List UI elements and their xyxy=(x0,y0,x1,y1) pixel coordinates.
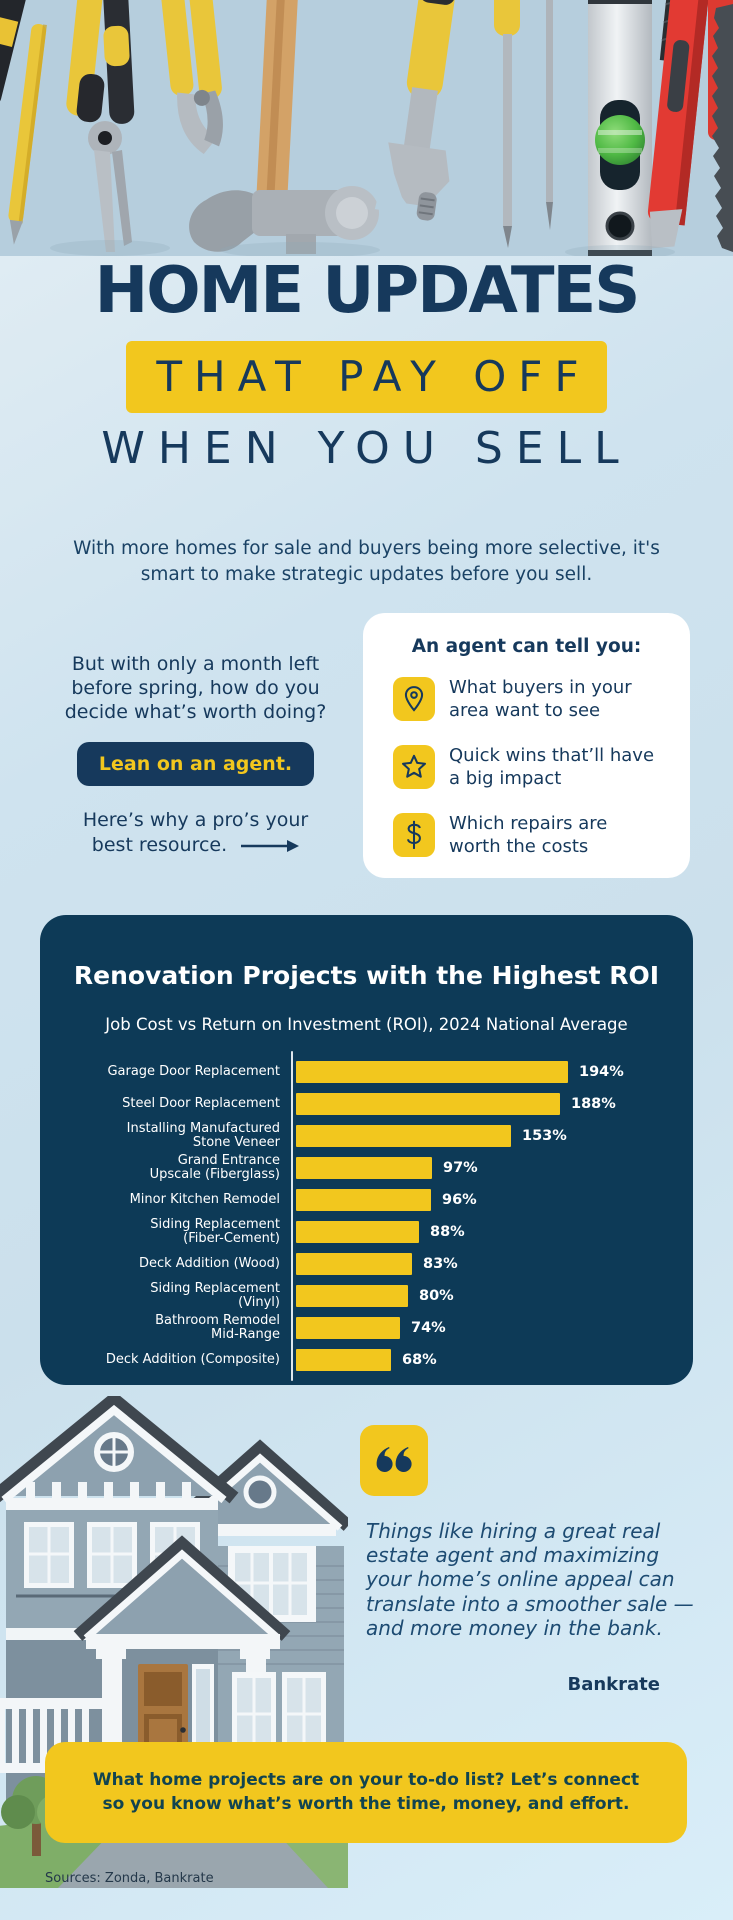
chart-row: Grand Entrance Upscale (Fiberglass) 97% xyxy=(40,1152,693,1184)
level-icon xyxy=(588,0,652,268)
chart-bar xyxy=(296,1093,560,1116)
cutters-icon xyxy=(161,0,223,155)
chart-category-label: Bathroom Remodel Mid-Range xyxy=(155,1312,280,1343)
screwdriver-thin-icon xyxy=(546,0,553,230)
saw-icon xyxy=(708,0,733,252)
chart-category-label: Siding Replacement (Fiber-Cement) xyxy=(150,1216,280,1247)
chart-value-label: 68% xyxy=(402,1352,437,1369)
dollar-icon xyxy=(393,813,435,857)
tools-photo-illustration xyxy=(0,0,733,268)
chart-value-label: 194% xyxy=(579,1064,624,1081)
page-title-highlight: THAT PAY OFF xyxy=(126,341,607,414)
wrench-icon xyxy=(374,0,457,221)
awl-icon xyxy=(8,23,47,245)
chart-bar xyxy=(296,1253,412,1276)
chart-bar xyxy=(296,1189,431,1212)
tools-photo xyxy=(0,0,733,268)
utility-knife-left-icon xyxy=(0,0,27,105)
page-subtitle: WHEN YOU SELL xyxy=(101,423,632,475)
chart-bar xyxy=(296,1317,400,1340)
agent-question: But with only a month left before spring… xyxy=(64,653,327,724)
agent-card-item-text: Which repairs are worth the costs xyxy=(449,812,608,857)
chart-value-label: 188% xyxy=(571,1096,616,1113)
house-illustration xyxy=(0,1390,402,1906)
chart-category-label: Garage Door Replacement xyxy=(107,1064,280,1080)
chart-bar xyxy=(296,1349,391,1372)
agent-question-column: But with only a month left before spring… xyxy=(40,613,351,878)
chart-bar xyxy=(296,1061,568,1084)
chart-row: Siding Replacement (Fiber-Cement) 88% xyxy=(40,1216,693,1248)
chart-row: Bathroom Remodel Mid-Range 74% xyxy=(40,1312,693,1344)
chart-category-label: Siding Replacement (Vinyl) xyxy=(150,1280,280,1311)
chart-bar xyxy=(296,1125,511,1148)
chart-row: Steel Door Replacement 188% xyxy=(40,1088,693,1120)
quote-text: Things like hiring a great real estate a… xyxy=(366,1519,694,1640)
list-item: Which repairs are worth the costs xyxy=(393,812,660,859)
cta-text-line2: so you know what’s worth the time, money… xyxy=(102,1793,630,1814)
chart-value-label: 80% xyxy=(419,1288,454,1305)
chart-value-label: 96% xyxy=(442,1192,477,1209)
chart-row: Minor Kitchen Remodel 96% xyxy=(40,1184,693,1216)
quote-icon xyxy=(360,1425,428,1496)
chart-value-label: 88% xyxy=(430,1224,465,1241)
cta-banner: What home projects are on your to-do lis… xyxy=(45,1742,687,1843)
agent-card-item-text: What buyers in your area want to see xyxy=(449,677,632,722)
page-title: HOME UPDATES xyxy=(94,254,641,328)
chart-title: Renovation Projects with the Highest ROI xyxy=(73,961,660,990)
chart-row: Installing Manufactured Stone Veneer 153% xyxy=(40,1120,693,1152)
chart-value-label: 97% xyxy=(443,1160,478,1177)
list-item: What buyers in your area want to see xyxy=(393,676,660,723)
quote-attribution: Bankrate xyxy=(567,1674,661,1695)
chart-category-label: Minor Kitchen Remodel xyxy=(129,1192,280,1208)
right-arrow-icon xyxy=(241,839,300,852)
intro-text: With more homes for sale and buyers bein… xyxy=(73,538,660,585)
chart-row: Deck Addition (Wood) 83% xyxy=(40,1248,693,1280)
chart-bar xyxy=(296,1285,408,1308)
sources-text: Sources: Zonda, Bankrate xyxy=(45,1871,214,1886)
chart-value-label: 74% xyxy=(411,1320,446,1337)
chart-row: Deck Addition (Composite) 68% xyxy=(40,1344,693,1376)
agent-card-title: An agent can tell you: xyxy=(411,636,642,657)
lean-on-agent-button[interactable]: Lean on an agent. xyxy=(76,742,315,787)
roi-chart-card: Renovation Projects with the Highest ROI… xyxy=(40,915,693,1385)
star-icon xyxy=(393,745,435,790)
hammer-icon xyxy=(189,0,379,254)
chart-category-label: Deck Addition (Wood) xyxy=(138,1256,280,1272)
chart-value-label: 83% xyxy=(423,1256,458,1273)
chart-category-label: Installing Manufactured Stone Veneer xyxy=(126,1120,280,1151)
utility-knife-icon xyxy=(647,0,710,249)
chart-category-label: Grand Entrance Upscale (Fiberglass) xyxy=(149,1152,280,1183)
agent-caption: Here’s why a pro’s your best resource. xyxy=(65,808,327,857)
chart-subtitle: Job Cost vs Return on Investment (ROI), … xyxy=(105,1015,628,1034)
agent-card: An agent can tell you: What buyers in yo… xyxy=(363,613,690,879)
pliers-icon xyxy=(66,0,135,252)
cta-text-line1: What home projects are on your to-do lis… xyxy=(92,1769,640,1790)
chart-bar xyxy=(296,1221,419,1244)
screwdriver-icon xyxy=(494,0,520,248)
chart-category-label: Deck Addition (Composite) xyxy=(105,1352,280,1368)
location-pin-icon xyxy=(393,677,435,722)
chart-bar xyxy=(296,1157,432,1180)
agent-card-item-text: Quick wins that’ll have a big impact xyxy=(449,744,655,790)
chart-row: Siding Replacement (Vinyl) 80% xyxy=(40,1280,693,1312)
bar-chart: Garage Door Replacement 194% Steel Door Re… xyxy=(40,1051,693,1382)
agent-section: But with only a month left before spring… xyxy=(40,613,690,879)
list-item: Quick wins that’ll have a big impact xyxy=(393,744,660,791)
chart-category-label: Steel Door Replacement xyxy=(122,1096,280,1112)
chart-row: Garage Door Replacement 194% xyxy=(40,1056,693,1088)
chart-value-label: 153% xyxy=(522,1128,567,1145)
title-block: HOME UPDATES THAT PAY OFF WHEN YOU SELL xyxy=(0,254,733,475)
agent-caption-text: Here’s why a pro’s your best resource. xyxy=(82,809,309,857)
house-photo xyxy=(0,1390,402,1906)
